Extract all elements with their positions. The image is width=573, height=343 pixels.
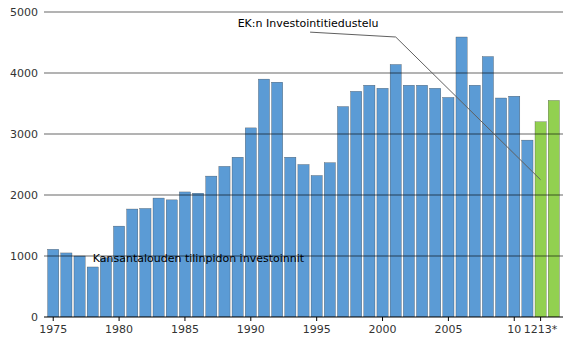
bar bbox=[61, 253, 72, 317]
grid-line bbox=[44, 195, 563, 196]
x-tick-label: 10 bbox=[507, 323, 521, 336]
x-tick-label: 1980 bbox=[105, 323, 133, 336]
x-tick bbox=[184, 317, 185, 321]
bar bbox=[416, 85, 427, 317]
bar bbox=[100, 258, 111, 317]
x-tick bbox=[540, 317, 541, 321]
x-tick bbox=[53, 317, 54, 321]
bar bbox=[495, 98, 506, 317]
bar bbox=[74, 256, 85, 317]
x-tick bbox=[316, 317, 317, 321]
bar bbox=[482, 57, 493, 317]
x-tick-label: 1990 bbox=[237, 323, 265, 336]
bar bbox=[469, 85, 480, 317]
bar bbox=[377, 88, 388, 317]
bar bbox=[311, 175, 322, 317]
x-tick bbox=[382, 317, 383, 321]
bar bbox=[206, 176, 217, 317]
annotation: EK:n Investointitiedustelu bbox=[238, 17, 379, 30]
bar bbox=[548, 100, 559, 317]
bar bbox=[232, 157, 243, 317]
x-tick bbox=[119, 317, 120, 321]
grid-line bbox=[44, 134, 563, 135]
annotation-line bbox=[396, 37, 541, 180]
x-tick-label: 2000 bbox=[369, 323, 397, 336]
y-tick-label: 0 bbox=[31, 311, 38, 324]
bar bbox=[258, 79, 269, 317]
x-tick bbox=[448, 317, 449, 321]
grid bbox=[44, 12, 563, 256]
bar bbox=[113, 226, 124, 317]
bar bbox=[337, 107, 348, 317]
x-tick bbox=[514, 317, 515, 321]
bar bbox=[456, 37, 467, 317]
bar bbox=[509, 96, 520, 317]
bar bbox=[285, 157, 296, 317]
bar bbox=[87, 267, 98, 317]
bar bbox=[245, 128, 256, 317]
grid-line bbox=[44, 73, 563, 74]
y-tick-label: 2000 bbox=[10, 189, 38, 202]
x-tick-label: 1975 bbox=[39, 323, 67, 336]
bar bbox=[364, 85, 375, 317]
x-tick-label: 1995 bbox=[303, 323, 331, 336]
x-tick-label: 2005 bbox=[434, 323, 462, 336]
bar bbox=[403, 85, 414, 317]
y-tick-label: 1000 bbox=[10, 250, 38, 263]
bar bbox=[390, 64, 401, 317]
y-tick-label: 4000 bbox=[10, 67, 38, 80]
bar bbox=[298, 165, 309, 318]
chart: 0 1000 2000 3000 4000 5000 1975 1980 1985 1990 199… bbox=[0, 0, 573, 343]
bar bbox=[219, 166, 230, 317]
x-tick bbox=[250, 317, 251, 321]
bar bbox=[272, 82, 283, 317]
x-tick-label: 1213* bbox=[524, 323, 558, 336]
annotation: Kansantalouden tilinpidon investoinnit bbox=[93, 252, 305, 265]
annotation-connector bbox=[310, 32, 396, 37]
bar bbox=[48, 249, 59, 317]
annotations: EK:n Investointitiedustelu Kansantalouden… bbox=[93, 17, 541, 265]
x-axis-line bbox=[44, 317, 563, 318]
y-tick-label: 5000 bbox=[10, 6, 38, 19]
bar bbox=[535, 122, 546, 317]
bars bbox=[48, 37, 560, 317]
bar bbox=[324, 163, 335, 317]
bar bbox=[351, 91, 362, 317]
x-axis: 1975 1980 1985 1990 1995 2000 2005 101213* bbox=[39, 317, 563, 336]
bar bbox=[430, 88, 441, 317]
bar bbox=[443, 97, 454, 317]
grid-line bbox=[44, 12, 563, 13]
x-tick-label: 1985 bbox=[171, 323, 199, 336]
y-tick-label: 3000 bbox=[10, 128, 38, 141]
y-axis: 0 1000 2000 3000 4000 5000 bbox=[10, 6, 38, 324]
